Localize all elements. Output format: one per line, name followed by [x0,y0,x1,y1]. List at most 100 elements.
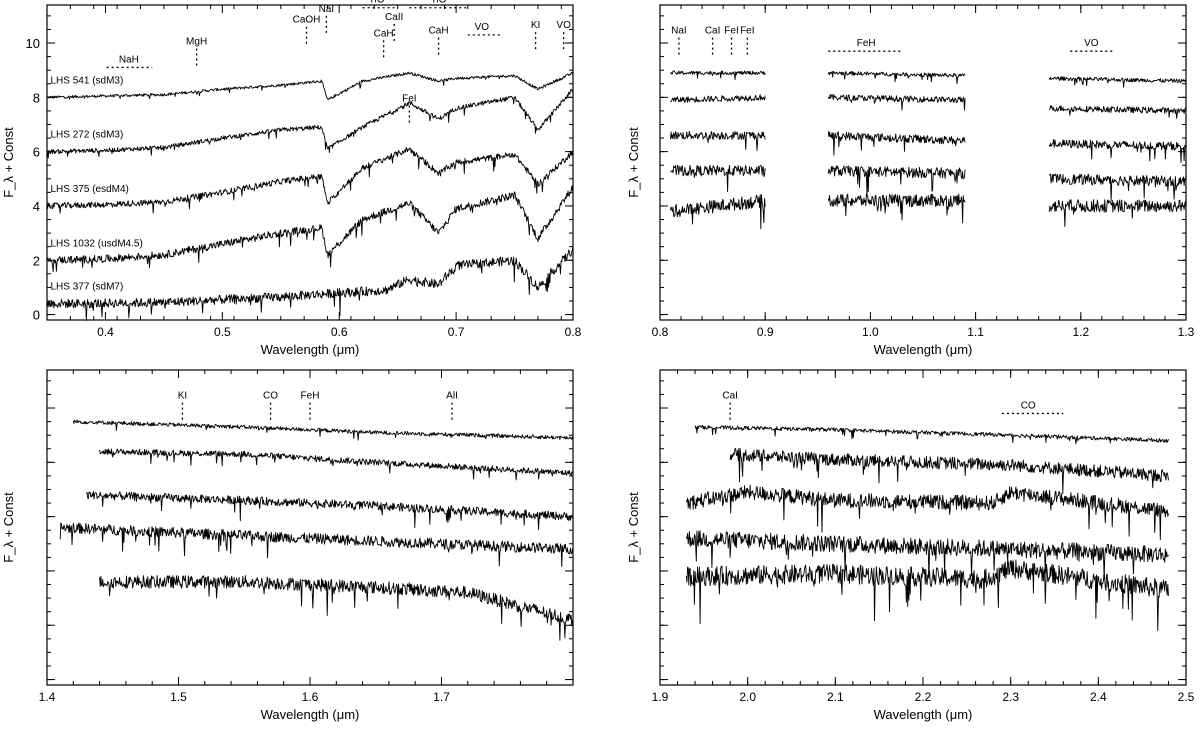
spectrum-line [670,94,766,104]
x-tick-label: 2.1 [827,690,844,704]
x-tick-label: 2.3 [1002,690,1019,704]
spectrum-line [46,245,574,321]
y-axis-label: F_λ + Const [626,492,641,563]
x-tick-label: 0.4 [97,325,114,339]
spectrum-line [827,93,966,111]
feature-label: TiO [369,0,385,6]
feature-label: FeH [857,38,876,49]
x-tick-label: 2.2 [915,690,932,704]
feature-label: NaI [319,4,335,15]
feature-label: NaH [119,54,139,65]
y-tick-label: 2 [33,253,40,268]
plot-frame [46,4,574,321]
y-tick-label: 10 [26,36,40,51]
feature-label: CaH [374,28,394,39]
x-tick-label: 0.8 [565,325,582,339]
series-label: LHS 375 (esdM4) [51,184,129,195]
feature-label: AlI [446,391,458,402]
feature-label: CaH [429,26,449,37]
x-axis-label: Wavelength (μm) [261,342,360,357]
spectrum-line [685,530,1169,580]
spectrum-line [99,448,574,481]
plot-frame [659,369,1187,686]
y-axis-label: F_λ + Const [626,127,641,198]
feature-label: FeH [301,391,320,402]
spectrum-line [827,193,966,224]
x-tick-label: 1.7 [433,690,450,704]
spectrum-line [46,185,574,273]
feature-label: KI [531,20,540,31]
spectrum-line [1048,139,1186,164]
x-tick-label: 2.4 [1090,690,1107,704]
spectrum-line [670,194,766,230]
spectrum-line [1048,199,1187,227]
series-label: LHS 377 (sdM7) [51,282,124,293]
series-label: LHS 1032 (usdM4.5) [51,238,143,249]
x-tick-label: 1.9 [652,690,669,704]
x-tick-label: 2.5 [1178,690,1195,704]
spectrum-line [827,131,966,156]
y-axis-label: F_λ + Const [1,127,16,198]
panel-3: 1.4 1.5 1.6 1.7 Wavelength (μm) F_λ + Const KI… [1,369,574,722]
spectrum-line [827,165,966,197]
spectrum-line [1048,76,1187,88]
spectrum-line [99,574,574,641]
panel-4: 1.9 2.0 2.1 2.2 2.3 2.4 2.5 Wavelength (μm) F_λ … [626,369,1195,722]
spectrum-line [670,70,766,81]
y-tick-label: 0 [33,308,40,323]
spectrum-line [827,70,966,85]
spectrum-line [46,147,574,214]
x-tick-label: 0.8 [652,325,669,339]
series-label: LHS 541 (sdM3) [51,75,124,86]
feature-label: CaI [722,391,738,402]
spectrum-line [685,559,1169,631]
spectrum-line [1048,173,1187,202]
feature-label: VO [1084,38,1099,49]
feature-label: CO [263,391,278,402]
x-tick-label: 1.1 [967,325,984,339]
feature-label: CaOH [293,15,321,26]
x-tick-label: 1.3 [1178,325,1195,339]
spectrum-line [1049,105,1187,119]
spectrum-line [86,490,574,530]
series-label: LHS 272 (sdM3) [51,130,124,141]
feature-label: VO [475,22,490,33]
panel-1: 0.4 0.5 0.6 0.7 0.8 0 2 4 6 8 10 Wavelength (μm) F_λ… [1,0,582,357]
panel-2: 0.8 0.9 1.0 1.1 1.2 1.3 Wavelength (μm) F_λ + C… [626,4,1195,357]
spectrum-line [670,130,766,151]
x-tick-label: 1.0 [862,325,879,339]
plot-frame [659,4,1187,321]
feature-label: FeI [402,93,416,104]
feature-label: CaII [385,12,403,23]
x-tick-label: 1.6 [302,690,319,704]
plot-frame [46,369,574,686]
feature-label: KI [178,391,187,402]
feature-label: NaI [671,26,687,37]
y-tick-label: 8 [33,90,40,105]
y-tick-label: 4 [33,199,40,214]
x-tick-label: 1.2 [1072,325,1089,339]
spectrum-line [685,484,1169,541]
x-tick-label: 0.7 [448,325,465,339]
feature-label: CaI [705,26,721,37]
spectrum-line [72,419,574,441]
feature-label: FeI [740,26,754,37]
y-tick-label: 6 [33,145,40,160]
feature-label: CO [1021,400,1036,411]
feature-label: TiO [431,0,447,6]
spectrum-line [46,88,574,159]
feature-label: MgH [186,36,207,47]
x-tick-label: 0.9 [757,325,774,339]
x-axis-label: Wavelength (μm) [874,342,973,357]
x-tick-label: 1.4 [39,690,56,704]
spectrum-line [670,164,766,193]
x-tick-label: 2.0 [739,690,756,704]
x-tick-label: 0.5 [214,325,231,339]
x-axis-label: Wavelength (μm) [261,707,360,722]
spectrum-line [694,424,1169,445]
x-tick-label: 0.6 [331,325,348,339]
feature-label: VO [556,20,571,31]
spectrum-line [46,71,574,100]
y-axis-label: F_λ + Const [1,492,16,563]
